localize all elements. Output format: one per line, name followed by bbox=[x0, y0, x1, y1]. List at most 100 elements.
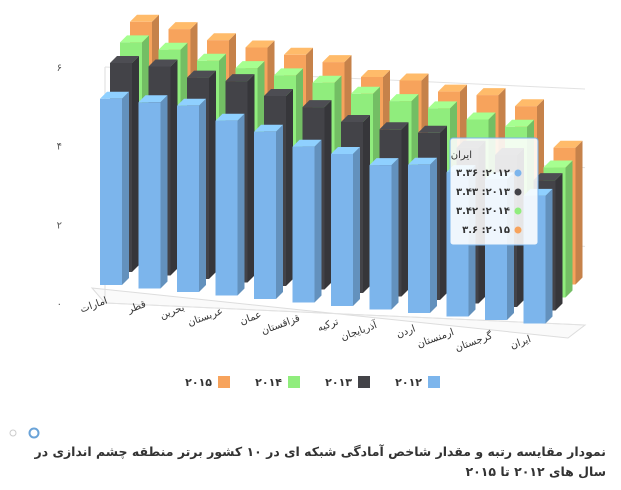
bar-top bbox=[235, 61, 265, 69]
legend-label: ۲۰۱۳ bbox=[325, 376, 352, 389]
y-tick-label: ۶ bbox=[57, 63, 62, 74]
bar-top bbox=[215, 113, 245, 121]
y-tick-label: ۲ bbox=[57, 220, 62, 231]
bar-top bbox=[543, 160, 573, 168]
icon[interactable] bbox=[28, 427, 40, 439]
bar-top bbox=[274, 68, 303, 76]
bar-top bbox=[438, 84, 467, 92]
x-tick-label: ایران bbox=[509, 334, 533, 352]
bar-top bbox=[389, 94, 419, 102]
bar-side bbox=[286, 89, 293, 286]
bar-top bbox=[515, 99, 544, 107]
bar-top bbox=[264, 89, 293, 96]
bar-group bbox=[292, 139, 322, 303]
x-tick-label: آذربایجان bbox=[339, 318, 380, 343]
bar-top bbox=[245, 40, 275, 48]
bar-top bbox=[187, 70, 216, 78]
bar-side bbox=[353, 147, 360, 306]
bar-group bbox=[254, 124, 283, 299]
bar bbox=[138, 102, 161, 289]
bar-side bbox=[170, 59, 178, 276]
bar-top bbox=[399, 73, 429, 81]
bar-top bbox=[341, 115, 370, 122]
tooltip-dot bbox=[514, 169, 522, 177]
bar-side bbox=[199, 98, 206, 292]
x-tick-label: امارات bbox=[79, 295, 109, 315]
tooltip-line: ۳.۶ :۲۰۱۵ bbox=[462, 225, 510, 236]
legend-label: ۲۰۱۲ bbox=[395, 376, 422, 389]
bar bbox=[369, 165, 392, 310]
chart-title: نمودار مقایسه رتبه و مقدار شاخص آمادگی ش… bbox=[34, 444, 606, 479]
x-tick-label: عربستان bbox=[186, 306, 224, 329]
bar-top bbox=[533, 173, 563, 181]
bar-group bbox=[369, 158, 399, 310]
bar-group bbox=[215, 113, 245, 296]
bar-top bbox=[148, 59, 178, 67]
bar bbox=[215, 120, 238, 296]
tooltip-line: ۳.۳۶ :۲۰۱۲ bbox=[456, 168, 510, 179]
bar-top bbox=[505, 119, 534, 127]
bar-top bbox=[322, 55, 352, 63]
bar-top bbox=[138, 95, 168, 103]
bar-side bbox=[401, 122, 409, 297]
tooltip-title: ایران bbox=[451, 150, 472, 161]
bar-top bbox=[428, 101, 457, 109]
bar-top bbox=[207, 33, 236, 41]
bar bbox=[254, 131, 276, 299]
bar-top bbox=[553, 140, 583, 148]
grid-line bbox=[104, 302, 586, 326]
x-tick-label: ترکیه bbox=[316, 316, 340, 334]
bar-top bbox=[476, 88, 506, 96]
bar-group bbox=[177, 98, 206, 292]
bar-side bbox=[555, 173, 563, 311]
x-tick-label: اردن bbox=[395, 323, 417, 340]
x-tick-label: گرجستان bbox=[453, 329, 494, 354]
bar bbox=[292, 146, 315, 303]
bar-top bbox=[369, 158, 399, 166]
tooltip-dot bbox=[514, 207, 522, 215]
bar-top bbox=[100, 91, 129, 99]
bar-top bbox=[110, 56, 139, 63]
bar-top bbox=[361, 70, 390, 77]
tooltip-dot bbox=[514, 188, 522, 196]
bar-top bbox=[418, 125, 447, 133]
bar-side bbox=[314, 139, 322, 303]
legend-swatch bbox=[428, 376, 440, 388]
bar-side bbox=[324, 100, 332, 290]
bar-top bbox=[466, 112, 496, 120]
bar bbox=[408, 164, 430, 313]
legend-label: ۲۰۱۴ bbox=[255, 376, 282, 389]
y-tick-label: ۰ bbox=[57, 299, 62, 310]
bar-top bbox=[130, 14, 159, 22]
bar-side bbox=[237, 113, 245, 296]
bar-top bbox=[120, 35, 149, 43]
tooltip-box bbox=[449, 137, 539, 246]
icon bbox=[9, 429, 17, 437]
legend-swatch bbox=[218, 376, 230, 388]
bar-top bbox=[168, 22, 198, 30]
bar-top bbox=[284, 47, 313, 55]
bar-top bbox=[254, 124, 283, 132]
bar-group bbox=[408, 157, 437, 313]
bar-side bbox=[363, 115, 370, 293]
bar-side bbox=[430, 157, 437, 313]
legend-label: ۲۰۱۵ bbox=[185, 376, 212, 389]
legend-swatch bbox=[358, 376, 370, 388]
bar-side bbox=[565, 160, 573, 298]
icons bbox=[9, 427, 40, 439]
bar-group bbox=[331, 147, 360, 306]
bar-side bbox=[440, 125, 447, 300]
bar-side bbox=[160, 95, 168, 289]
tooltip-line: ۳.۴۳ :۲۰۱۳ bbox=[456, 187, 510, 198]
bar-side bbox=[122, 91, 129, 285]
bar-side bbox=[391, 158, 399, 310]
bar-top bbox=[158, 42, 188, 50]
bar-top bbox=[302, 100, 332, 108]
bar-side bbox=[132, 56, 139, 272]
x-tick-label: قزاقستان bbox=[260, 313, 302, 337]
x-tick-label: ارمنستان bbox=[416, 327, 456, 350]
bar-top bbox=[225, 74, 255, 82]
bar-top bbox=[177, 98, 206, 106]
